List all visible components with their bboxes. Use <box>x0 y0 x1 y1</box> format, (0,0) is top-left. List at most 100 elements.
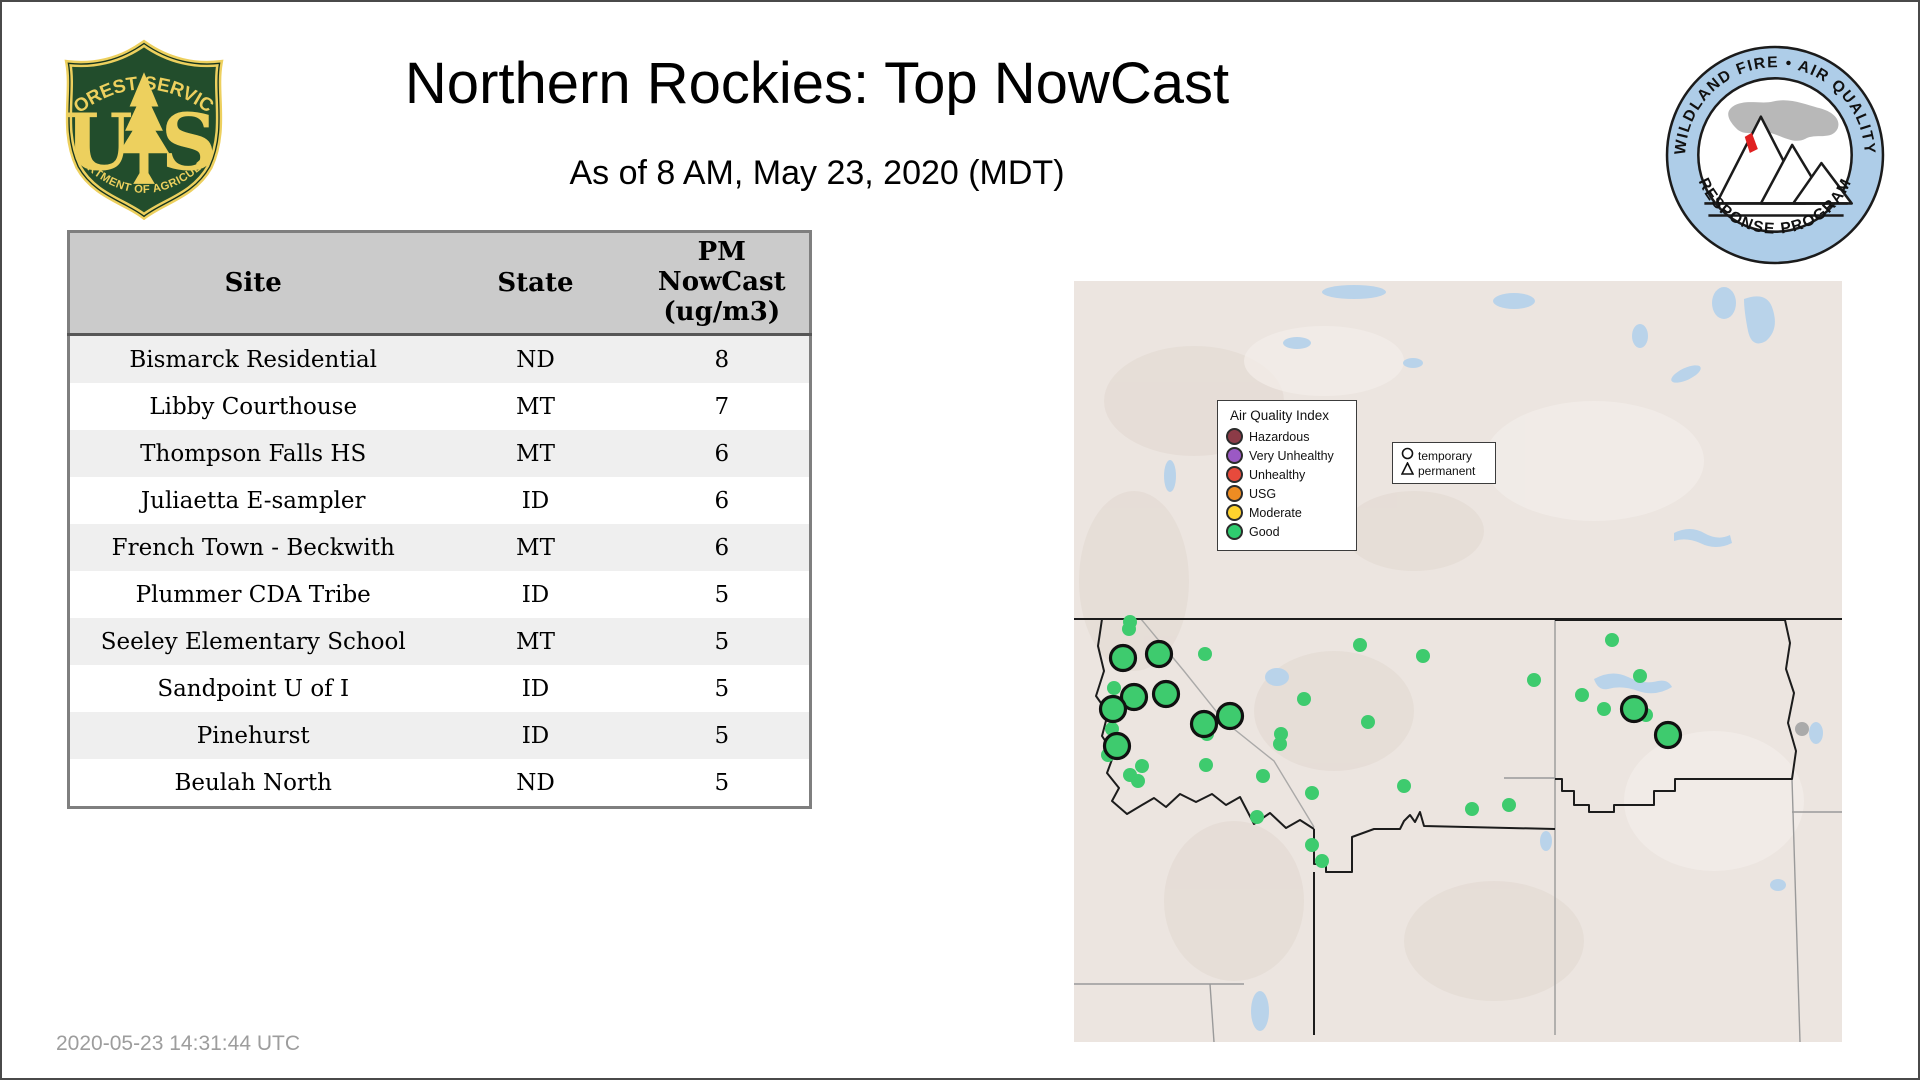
monitor-site-dot-good <box>1502 798 1516 812</box>
monitor-site-dot-good <box>1527 673 1541 687</box>
top-site-marker-good <box>1215 701 1245 731</box>
monitor-site-dot-good <box>1416 649 1430 663</box>
permanent-triangle-icon <box>1400 460 1414 480</box>
top-site-marker-good <box>1189 709 1219 739</box>
monitor-site-dot-good <box>1199 758 1213 772</box>
marker-legend-item: permanent <box>1400 460 1491 480</box>
monitor-site-dot-good <box>1107 681 1121 695</box>
aqi-color-dot-icon <box>1226 504 1243 521</box>
state-cell: MT <box>516 393 555 420</box>
page-title: Northern Rockies: Top NowCast <box>404 51 1230 116</box>
pm-value-cell: 5 <box>714 769 730 796</box>
pm-value-cell: 5 <box>714 628 730 655</box>
aqi-legend-title: Air Quality Index <box>1230 408 1330 423</box>
monitor-site-dot-good <box>1397 779 1411 793</box>
table-header-row: Site State PM NowCast (ug/m3) <box>68 231 811 336</box>
table-row: Plummer CDA Tribe ID 5 <box>68 571 811 618</box>
aqi-legend-label: USG <box>1249 486 1277 501</box>
pm-value-cell: 6 <box>714 487 730 514</box>
top-site-marker-good <box>1119 682 1149 712</box>
monitor-site-dot-good <box>1605 633 1619 647</box>
aqi-color-dot-icon <box>1226 428 1243 445</box>
aqi-legend-item: Moderate <box>1226 504 1350 521</box>
site-cell: Bismarck Residential <box>129 346 378 373</box>
pm-value-cell: 7 <box>714 393 730 420</box>
monitor-site-dot-good <box>1597 702 1611 716</box>
monitor-site-dot-good <box>1305 786 1319 800</box>
monitor-site-dot-good <box>1256 769 1270 783</box>
table-row: Pinehurst ID 5 <box>68 712 811 759</box>
aqi-legend-item: USG <box>1226 485 1350 502</box>
top-site-marker-good <box>1151 679 1181 709</box>
monitor-site-dot-good <box>1122 622 1136 636</box>
usfs-logo: FOREST SERVICE U S DEPARTMENT OF AGRICUL… <box>54 38 224 220</box>
state-cell: ID <box>521 581 550 608</box>
table-row: Juliaetta E-sampler ID 6 <box>68 477 811 524</box>
lakes <box>1164 285 1823 1031</box>
aqi-color-dot-icon <box>1226 447 1243 464</box>
state-cell: ND <box>516 346 555 373</box>
table-row: Sandpoint U of I ID 5 <box>68 665 811 712</box>
pm-value-cell: 5 <box>714 581 730 608</box>
marker-legend-label: permanent <box>1418 463 1476 478</box>
pm-value-cell: 6 <box>714 440 730 467</box>
usfs-pine-tree-icon <box>118 72 170 184</box>
monitor-site-dot-good <box>1250 810 1264 824</box>
table-row: Bismarck Residential ND 8 <box>68 334 811 383</box>
wfaqrp-mountains-icon <box>1704 115 1853 217</box>
aqi-color-dot-icon <box>1226 466 1243 483</box>
site-cell: Juliaetta E-sampler <box>140 487 366 514</box>
monitor-site-dot-good <box>1353 638 1367 652</box>
site-cell: Seeley Elementary School <box>100 628 406 655</box>
aqi-legend-item: Unhealthy <box>1226 466 1350 483</box>
top-site-marker-good <box>1102 731 1132 761</box>
aqi-legend-label: Good <box>1249 524 1280 539</box>
site-cell: Sandpoint U of I <box>157 675 350 702</box>
monitor-site-dot-good <box>1273 737 1287 751</box>
page-subtitle: As of 8 AM, May 23, 2020 (MDT) <box>569 154 1065 192</box>
table-row: Seeley Elementary School MT 5 <box>68 618 811 665</box>
col-header-state: State <box>436 231 635 336</box>
pm-value-cell: 6 <box>714 534 730 561</box>
monitor-site-dot-good <box>1297 692 1311 706</box>
state-cell: MT <box>516 534 555 561</box>
monitor-site-dot-good <box>1135 759 1149 773</box>
monitor-site-dot-good <box>1305 838 1319 852</box>
state-cell: MT <box>516 628 555 655</box>
state-cell: ID <box>521 487 550 514</box>
top-site-marker-good <box>1619 694 1649 724</box>
monitor-site-dot-good <box>1315 854 1329 868</box>
top-site-marker-good <box>1098 694 1128 724</box>
state-cell: ND <box>516 769 555 796</box>
pm-value-cell: 5 <box>714 675 730 702</box>
map-image <box>1074 281 1842 1042</box>
aqi-color-dot-icon <box>1226 485 1243 502</box>
aqi-legend-item: Very Unhealthy <box>1226 447 1350 464</box>
wfaqrp-logo: WILDLAND FIRE • AIR QUALITY RESPONSE PRO… <box>1665 45 1885 265</box>
footer-timestamp: 2020-05-23 14:31:44 UTC <box>56 1032 300 1055</box>
site-markers <box>1098 615 1809 868</box>
top-site-marker-good <box>1108 643 1138 673</box>
wfaqrp-flame-icon <box>1744 132 1758 153</box>
pm-value-cell: 5 <box>714 722 730 749</box>
usfs-letter-u: U <box>65 98 133 189</box>
top-site-marker-good <box>1653 720 1683 750</box>
nowcast-table: Site State PM NowCast (ug/m3) Bismarck R… <box>67 230 812 809</box>
aqi-color-dot-icon <box>1226 523 1243 540</box>
table-row: Thompson Falls HS MT 6 <box>68 430 811 477</box>
aqi-legend-item: Good <box>1226 523 1350 540</box>
top-site-marker-good <box>1144 639 1174 669</box>
state-cell: MT <box>516 440 555 467</box>
marker-type-legend: temporary permanent <box>1392 442 1496 484</box>
site-cell: Libby Courthouse <box>149 393 358 420</box>
aqi-legend-label: Hazardous <box>1249 429 1310 444</box>
aqi-legend-label: Unhealthy <box>1249 467 1306 482</box>
temporary-circle-icon <box>1400 447 1414 465</box>
site-cell: Pinehurst <box>196 722 310 749</box>
monitor-site-dot-good <box>1361 715 1375 729</box>
state-cell: ID <box>521 675 550 702</box>
monitor-site-dot-good <box>1198 647 1212 661</box>
usfs-letter-s: S <box>161 98 217 189</box>
monitor-site-dot-good <box>1575 688 1589 702</box>
aqi-legend-item: Hazardous <box>1226 428 1350 445</box>
